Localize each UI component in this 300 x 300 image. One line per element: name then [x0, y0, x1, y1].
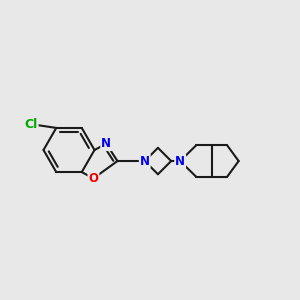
Text: N: N [140, 154, 150, 167]
Text: N: N [101, 137, 111, 150]
Text: N: N [175, 154, 185, 167]
Text: O: O [88, 172, 98, 185]
Text: Cl: Cl [24, 118, 38, 131]
